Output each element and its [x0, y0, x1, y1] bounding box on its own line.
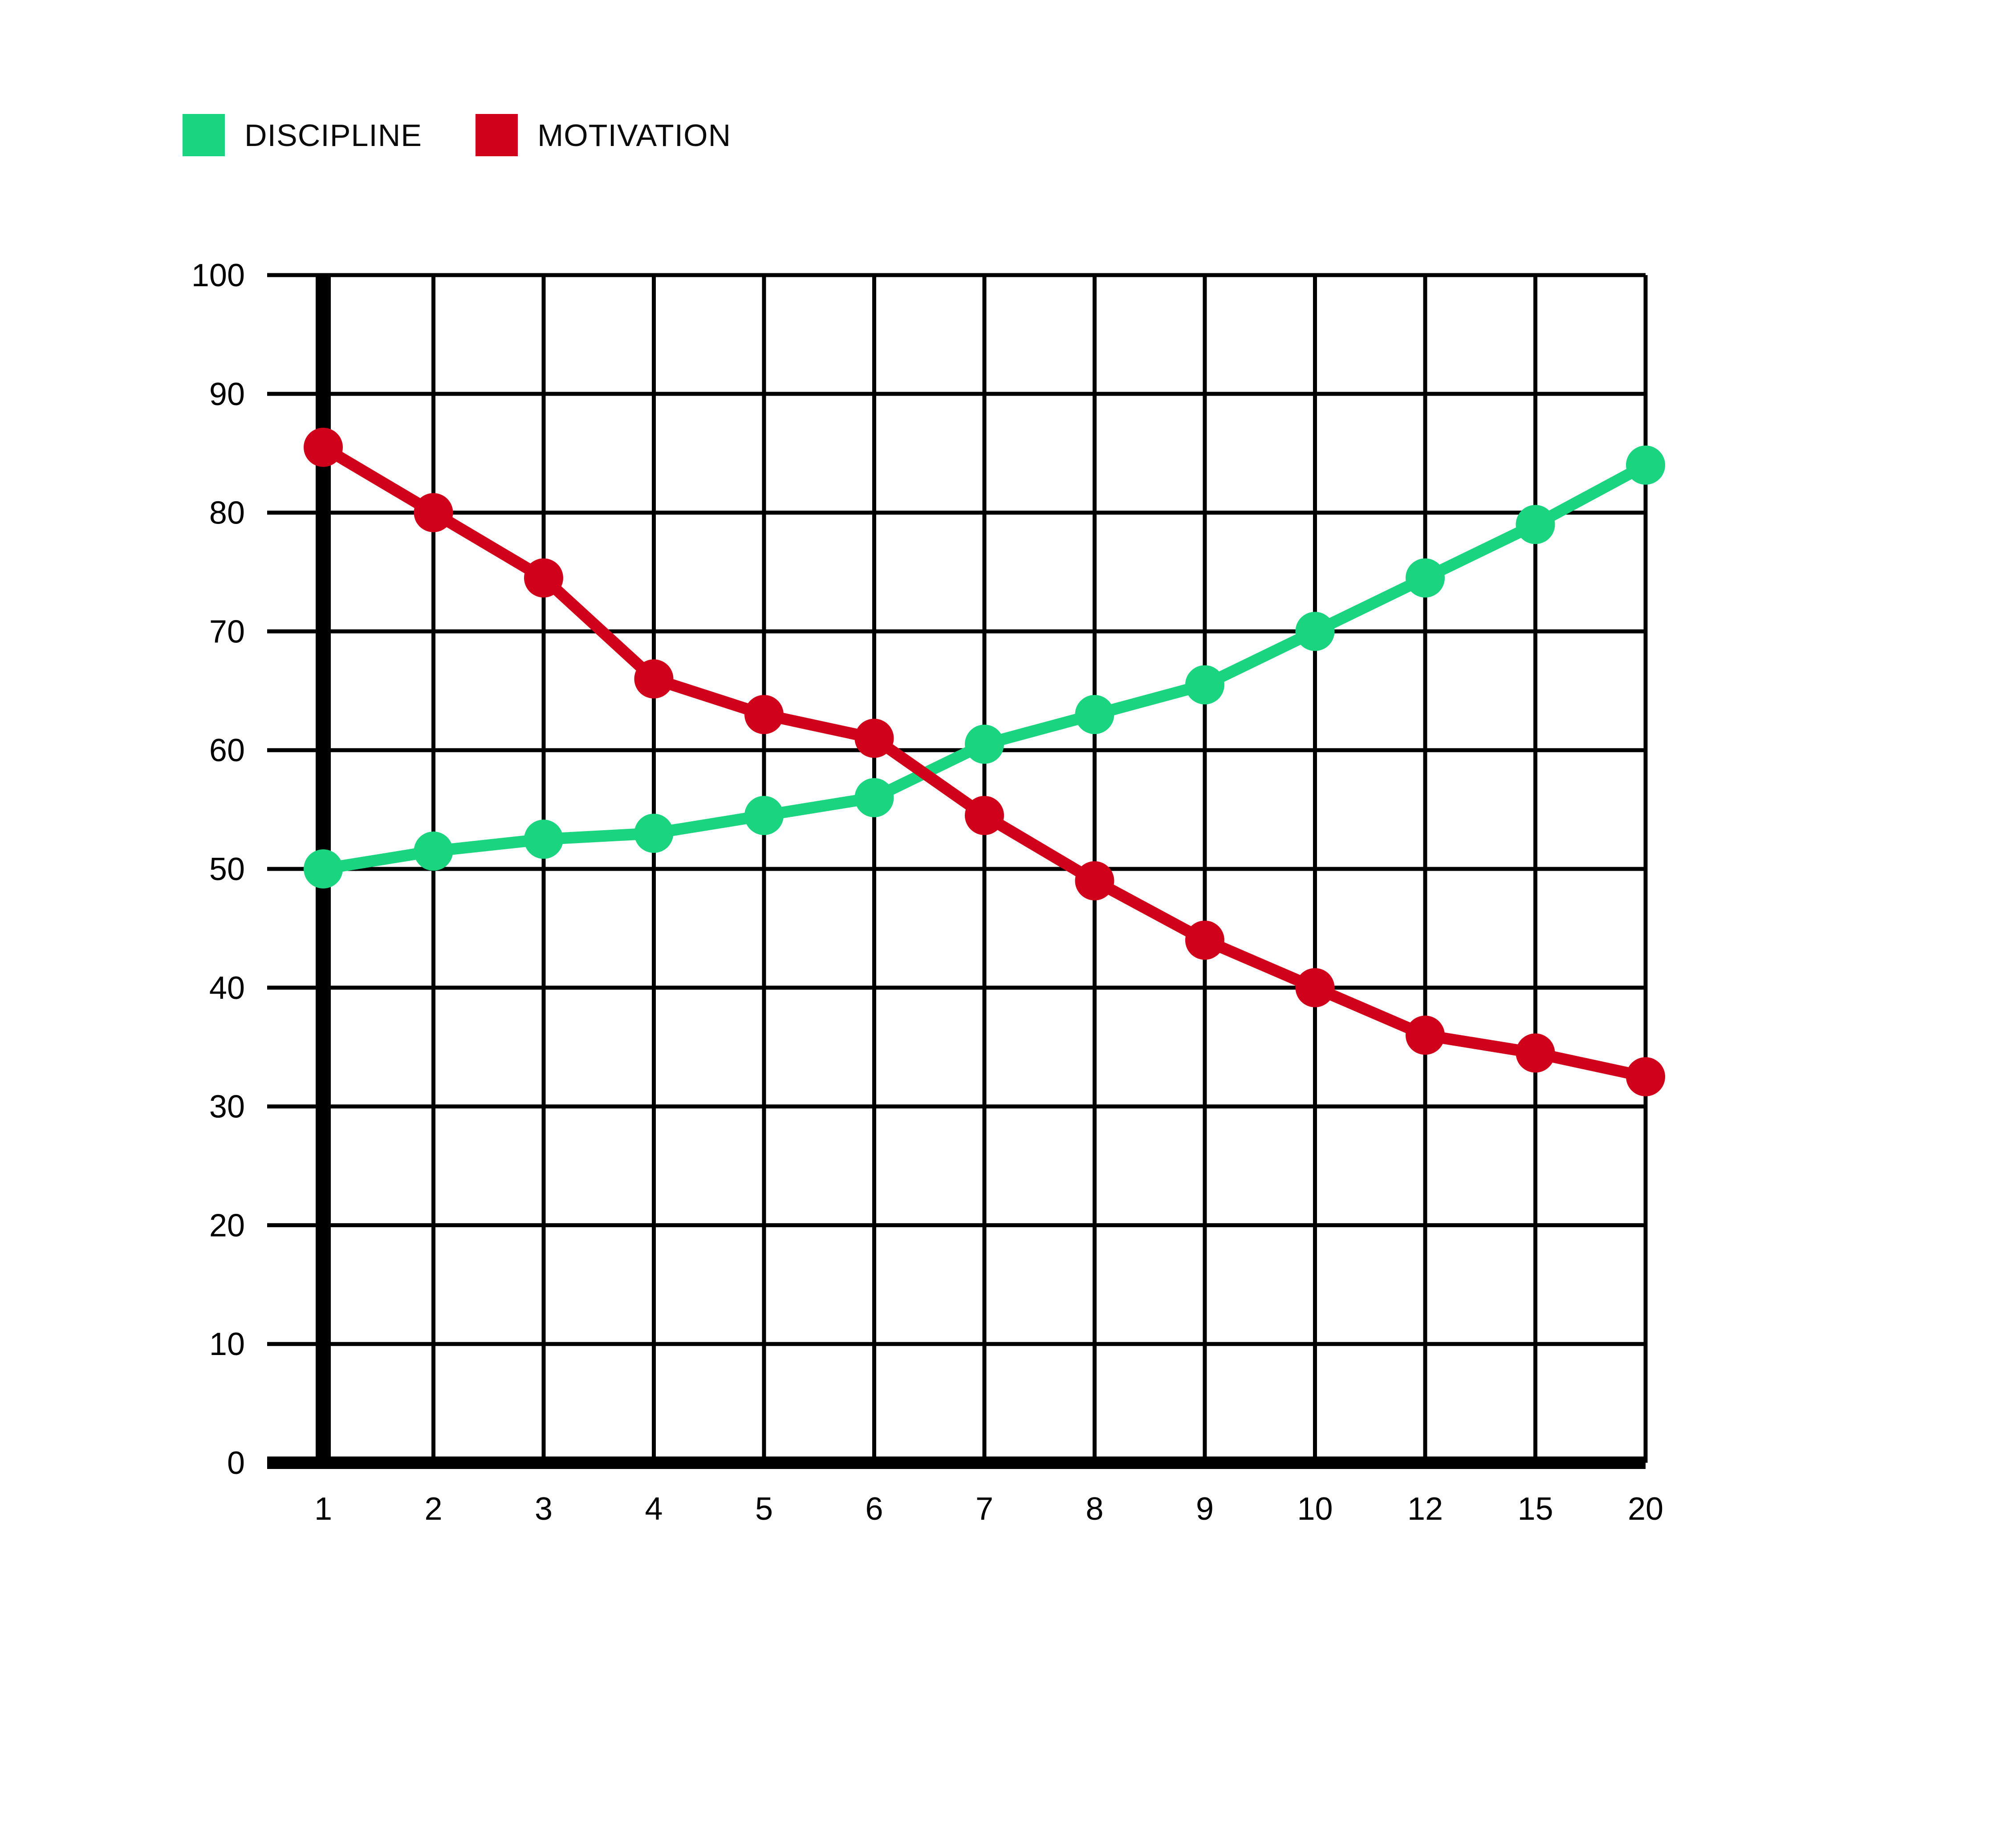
data-point-discipline [1516, 505, 1555, 544]
y-tick-label: 80 [209, 495, 245, 531]
x-tick-label: 4 [645, 1491, 663, 1527]
legend-swatch-motivation-icon [476, 114, 518, 156]
data-point-discipline [414, 831, 453, 871]
y-tick-label: 60 [209, 733, 245, 768]
legend-label-discipline: DISCIPLINE [244, 118, 422, 153]
data-point-motivation [854, 718, 894, 758]
y-tick-label: 70 [209, 614, 245, 649]
data-point-motivation [414, 493, 453, 532]
data-point-discipline [854, 778, 894, 817]
y-tick-label: 40 [209, 970, 245, 1006]
data-point-discipline [634, 813, 674, 853]
y-tick-label: 10 [209, 1327, 245, 1362]
data-point-motivation [1406, 1015, 1445, 1055]
data-point-motivation [634, 659, 674, 699]
data-point-discipline [965, 724, 1004, 764]
data-point-motivation [1075, 861, 1114, 901]
legend-item-discipline: DISCIPLINE [183, 114, 422, 156]
x-tick-label: 3 [535, 1491, 553, 1527]
y-tick-label: 90 [209, 377, 245, 412]
data-point-discipline [304, 849, 343, 889]
legend-item-motivation: MOTIVATION [476, 114, 731, 156]
data-point-motivation [304, 427, 343, 467]
data-point-motivation [1185, 921, 1224, 960]
y-tick-label: 50 [209, 852, 245, 887]
x-tick-label: 6 [865, 1491, 883, 1527]
x-tick-label: 10 [1297, 1491, 1333, 1527]
x-tick-label: 9 [1196, 1491, 1214, 1527]
data-point-motivation [524, 558, 563, 598]
x-tick-label: 15 [1517, 1491, 1553, 1527]
data-point-motivation [1626, 1057, 1665, 1096]
data-point-discipline [1185, 665, 1224, 705]
x-tick-label: 8 [1085, 1491, 1103, 1527]
x-tick-label: 7 [975, 1491, 993, 1527]
y-tick-label: 0 [227, 1445, 245, 1481]
legend: DISCIPLINE MOTIVATION [183, 114, 731, 156]
data-point-discipline [1075, 695, 1114, 734]
data-point-motivation [1295, 968, 1335, 1007]
x-tick-label: 20 [1628, 1491, 1663, 1527]
data-point-discipline [1295, 612, 1335, 651]
data-point-discipline [1626, 445, 1665, 485]
data-point-motivation [1516, 1033, 1555, 1073]
data-point-motivation [744, 695, 784, 734]
x-tick-label: 1 [314, 1491, 332, 1527]
legend-swatch-discipline-icon [183, 114, 225, 156]
y-tick-label: 30 [209, 1089, 245, 1125]
data-point-discipline [524, 820, 563, 859]
x-tick-label: 5 [755, 1491, 773, 1527]
legend-label-motivation: MOTIVATION [537, 118, 732, 153]
y-tick-label: 20 [209, 1208, 245, 1243]
data-point-discipline [744, 795, 784, 835]
data-point-discipline [1406, 558, 1445, 598]
x-tick-label: 12 [1407, 1491, 1443, 1527]
x-tick-label: 2 [424, 1491, 442, 1527]
data-point-motivation [965, 795, 1004, 835]
y-tick-label: 100 [191, 258, 245, 293]
